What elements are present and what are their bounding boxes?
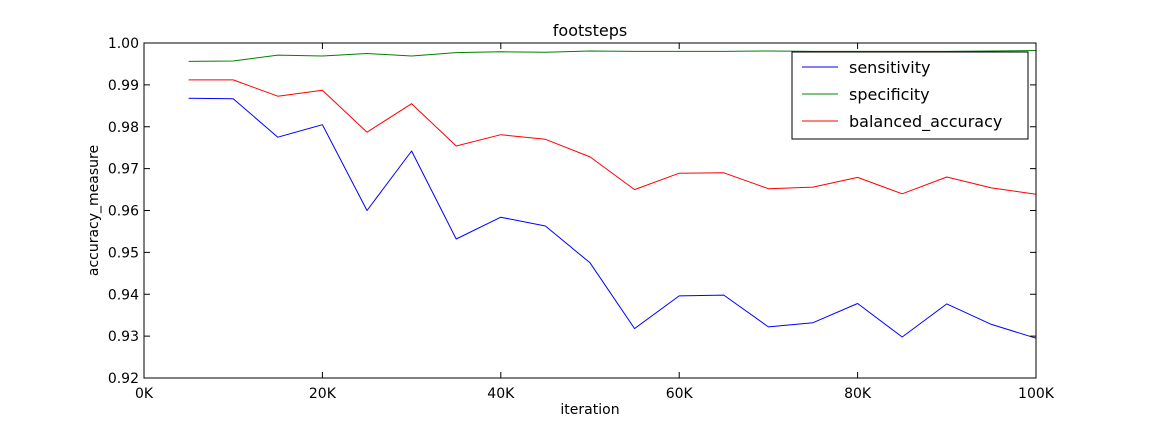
y-tick-label: 0.92 xyxy=(108,371,139,387)
y-tick-label: 0.96 xyxy=(108,204,139,220)
series-specificity xyxy=(188,50,1037,62)
series-sensitivity xyxy=(188,97,1037,339)
ticks-layer: 0K 20K 40K 60K 80K 100K 0.92 0.93 0.94 0.95 0.96 0.… xyxy=(108,36,1055,402)
y-axis-title: accuracy_measure xyxy=(86,145,102,276)
y-tick-label: 0.99 xyxy=(108,78,139,94)
x-axis-title: iteration xyxy=(560,402,619,418)
x-tick-label: 40K xyxy=(487,386,515,402)
x-tick-label: 20K xyxy=(309,386,337,402)
legend-label-balanced_accuracy: balanced_accuracy xyxy=(849,112,1002,132)
y-tick-label: 0.97 xyxy=(108,162,139,178)
y-tick-label: 0.95 xyxy=(108,245,139,261)
chart-title: footsteps xyxy=(553,21,627,40)
legend-label-specificity: specificity xyxy=(849,85,930,104)
y-tick-label: 0.98 xyxy=(108,120,139,136)
y-tick-label: 0.94 xyxy=(108,287,139,303)
x-tick-label: 0K xyxy=(135,386,154,402)
x-tick-label: 60K xyxy=(666,386,694,402)
y-tick-label: 1.00 xyxy=(108,36,139,52)
x-tick-label: 80K xyxy=(844,386,872,402)
series-balanced_accuracy xyxy=(188,79,1037,195)
series-line-balanced_accuracy xyxy=(188,79,1037,195)
series-line-sensitivity xyxy=(188,97,1037,339)
x-tick-label: 100K xyxy=(1018,386,1055,402)
legend: sensitivity specificity balanced_accuracy xyxy=(791,51,1029,140)
series-layer xyxy=(188,50,1037,339)
series-line-specificity xyxy=(188,50,1037,62)
legend-label-sensitivity: sensitivity xyxy=(849,58,930,77)
y-tick-label: 0.93 xyxy=(108,329,139,345)
